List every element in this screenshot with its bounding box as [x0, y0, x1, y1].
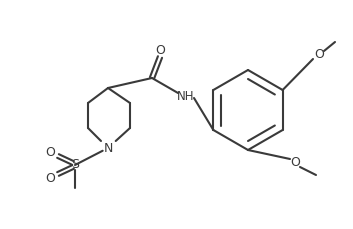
- Text: S: S: [71, 158, 79, 172]
- Text: O: O: [314, 49, 324, 62]
- Text: O: O: [45, 145, 55, 158]
- Text: O: O: [290, 156, 300, 169]
- Text: N: N: [103, 142, 113, 155]
- Text: NH: NH: [177, 90, 195, 104]
- Text: O: O: [155, 44, 165, 57]
- Text: O: O: [45, 172, 55, 185]
